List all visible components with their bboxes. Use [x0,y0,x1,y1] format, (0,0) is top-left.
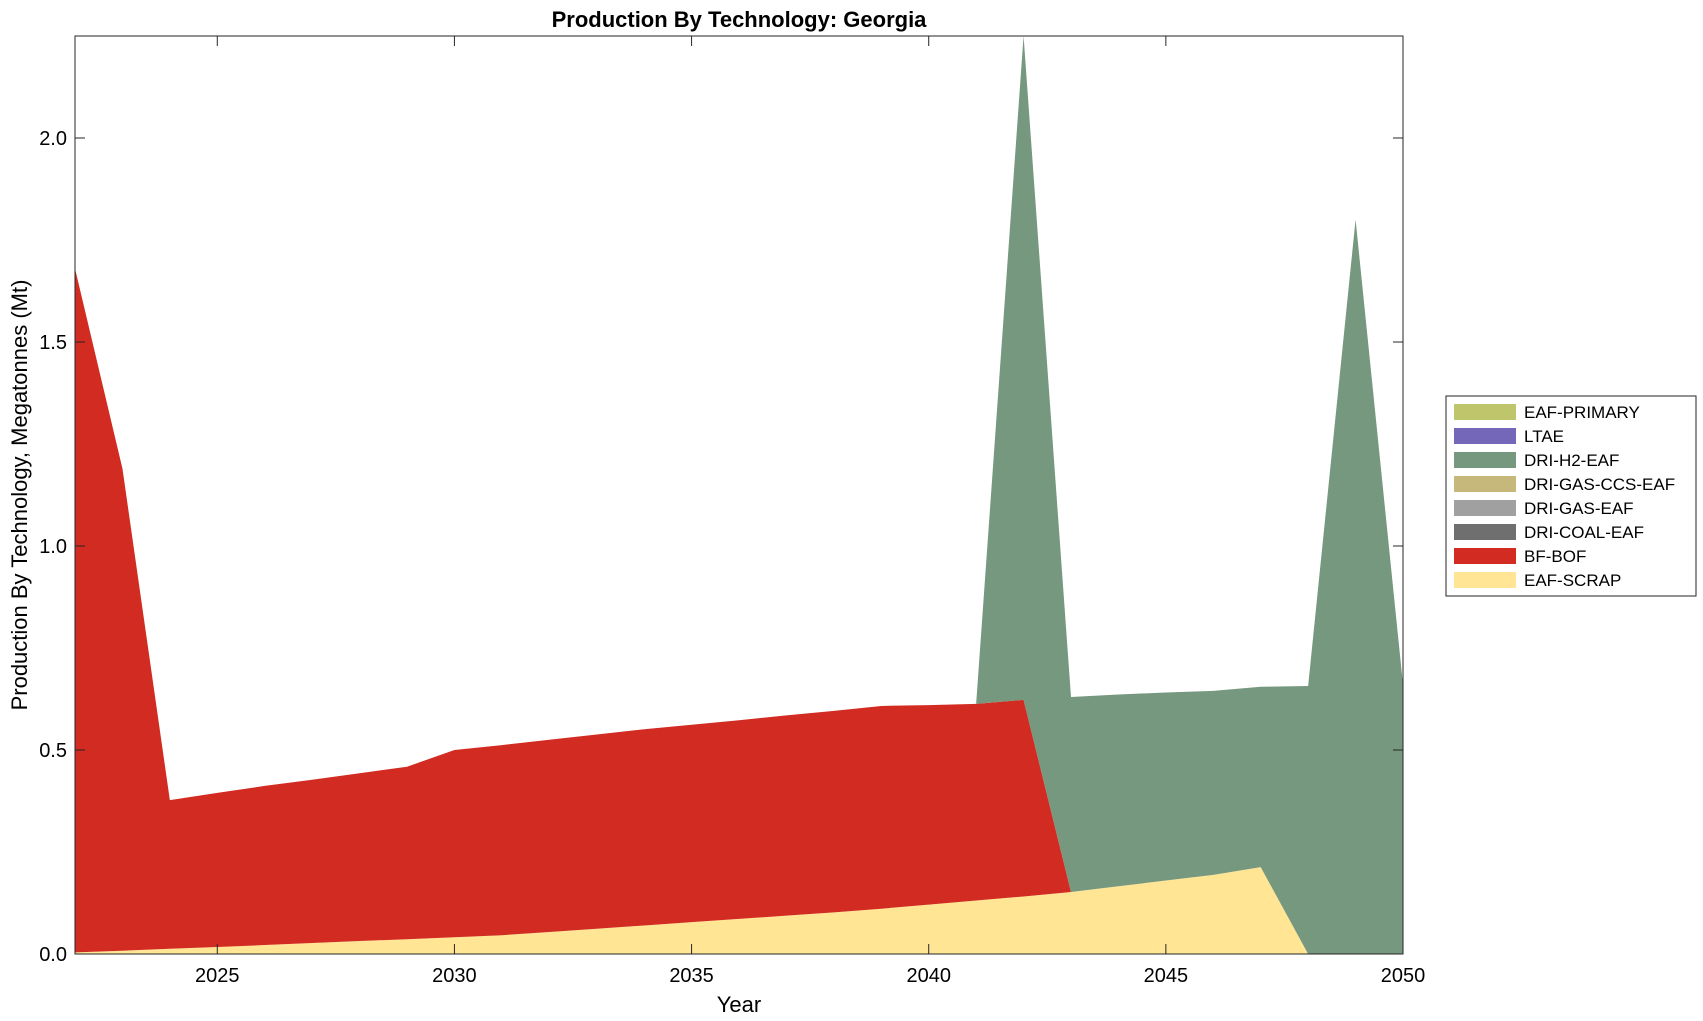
legend-box [1445,395,1697,597]
legend-swatch-bf-bof [1454,548,1516,564]
x-axis-label: Year [717,992,761,1017]
area-dri-h2-eaf [75,36,1403,954]
x-tick-label: 2040 [906,965,951,987]
y-axis-label: Production By Technology, Megatonnes (Mt… [7,280,32,711]
area-series-group [75,36,1403,954]
legend-label-bf-bof: BF-BOF [1524,547,1586,566]
legend-label-eaf-primary: EAF-PRIMARY [1524,403,1640,422]
y-tick-label: 1.0 [39,536,67,558]
x-tick-label: 2025 [195,965,240,987]
legend: EAF-PRIMARY LTAE DRI-H2-EAF DRI-GAS-CCS-EAF… [1445,395,1697,597]
legend-swatch-dri-gas-eaf [1454,500,1516,516]
legend-swatch-ltae [1454,428,1516,444]
legend-label-ltae: LTAE [1524,427,1564,446]
y-tick-label: 2.0 [39,128,67,150]
area-bf-bof [75,268,1403,954]
x-tick-label: 2050 [1381,965,1426,987]
legend-swatch-dri-h2-eaf [1454,452,1516,468]
y-tick-label: 0.0 [39,944,67,966]
y-tick-label: 0.5 [39,740,67,762]
x-tick-label: 2030 [432,965,477,987]
legend-swatch-eaf-scrap [1454,572,1516,588]
legend-swatch-dri-gas-ccs-eaf [1454,476,1516,492]
legend-label-dri-h2-eaf: DRI-H2-EAF [1524,451,1619,470]
y-tick-label: 1.5 [39,332,67,354]
x-tick-label: 2035 [669,965,714,987]
y-axis-ticks: 0.0 0.5 1.0 1.5 2.0 [39,128,1403,966]
x-tick-label: 2045 [1144,965,1189,987]
chart-title: Production By Technology: Georgia [552,7,928,32]
legend-label-dri-gas-eaf: DRI-GAS-EAF [1524,499,1634,518]
x-axis-ticks: 2025 2030 2035 2040 2045 2050 [195,36,1425,987]
legend-label-dri-gas-ccs-eaf: DRI-GAS-CCS-EAF [1524,475,1675,494]
legend-swatch-dri-coal-eaf [1454,524,1516,540]
legend-label-dri-coal-eaf: DRI-COAL-EAF [1524,523,1644,542]
plot-frame [74,35,1404,955]
area-eaf-scrap [75,867,1403,954]
legend-label-eaf-scrap: EAF-SCRAP [1524,571,1621,590]
legend-swatch-eaf-primary [1454,404,1516,420]
